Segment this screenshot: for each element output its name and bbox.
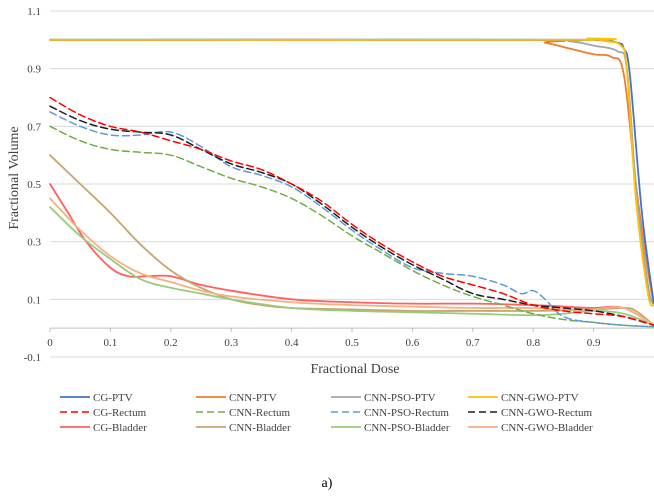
- series-line-cnn-gwo-rectum: [49, 105, 654, 327]
- legend-label: CNN-GWO-PTV: [501, 392, 579, 404]
- legend-label: CNN-PSO-PTV: [364, 392, 436, 404]
- legend-label: CNN-PSO-Bladder: [364, 422, 450, 434]
- series-line-cnn-pso-rectum: [49, 111, 654, 328]
- y-tick-label: 0.5: [27, 179, 41, 191]
- x-tick-label: 0: [47, 337, 53, 349]
- legend-label: CNN-GWO-Bladder: [501, 422, 593, 434]
- x-tick-label: 0.7: [466, 337, 480, 349]
- y-tick-label: 0.3: [27, 237, 41, 249]
- x-tick-label: 0.8: [526, 337, 540, 349]
- y-tick-label: 0.1: [27, 294, 41, 306]
- x-tick-label: 0.4: [285, 337, 299, 349]
- series-line-cg-bladder: [49, 183, 654, 327]
- legend-label: CNN-Bladder: [229, 422, 291, 434]
- grid-lines: [50, 10, 654, 358]
- y-axis: -0.1 0.1 0.3 0.5 0.7 0.9 1.1: [24, 6, 42, 364]
- x-tick-label: 0.6: [406, 337, 420, 349]
- y-tick-label: 1.1: [27, 6, 41, 18]
- series-line-cnn-rectum: [49, 125, 654, 328]
- series-line-cnn-pso-ptv: [49, 38, 654, 306]
- x-tick-label: 0.2: [164, 337, 178, 349]
- figure-caption: a): [322, 476, 333, 491]
- plot-area: [49, 37, 654, 328]
- y-axis-label: Fractional Volume: [7, 126, 22, 229]
- legend-label: CNN-Rectum: [229, 407, 291, 419]
- x-axis: 0 0.1 0.2 0.3 0.4 0.5 0.6 0.7 0.8 0.9: [47, 327, 654, 349]
- series-line-cg-ptv: [49, 38, 654, 306]
- y-tick-label: 0.7: [27, 121, 41, 133]
- legend-label: CG-Bladder: [93, 422, 147, 434]
- x-tick-label: 0.9: [587, 337, 601, 349]
- x-tick-label: 0.3: [224, 337, 238, 349]
- legend-label: CNN-GWO-Rectum: [501, 407, 592, 419]
- y-tick-label: 0.9: [27, 64, 41, 76]
- x-tick-label: 0.5: [345, 337, 359, 349]
- legend-label: CNN-PTV: [229, 392, 277, 404]
- series-line-cnn-ptv: [49, 38, 654, 306]
- y-tick-label: -0.1: [24, 352, 41, 364]
- legend-label: CG-PTV: [93, 392, 133, 404]
- series-line-cnn-gwo-ptv: [49, 37, 654, 307]
- series-line-cg-rectum: [49, 96, 654, 327]
- legend-label: CNN-PSO-Rectum: [364, 407, 449, 419]
- legend-label: CG-Rectum: [93, 407, 147, 419]
- x-tick-label: 0.1: [104, 337, 118, 349]
- legend: CG-PTV CNN-PTV CNN-PSO-PTV CNN-GWO-PTV CG-Re…: [60, 392, 593, 434]
- x-axis-label: Fractional Dose: [310, 362, 399, 377]
